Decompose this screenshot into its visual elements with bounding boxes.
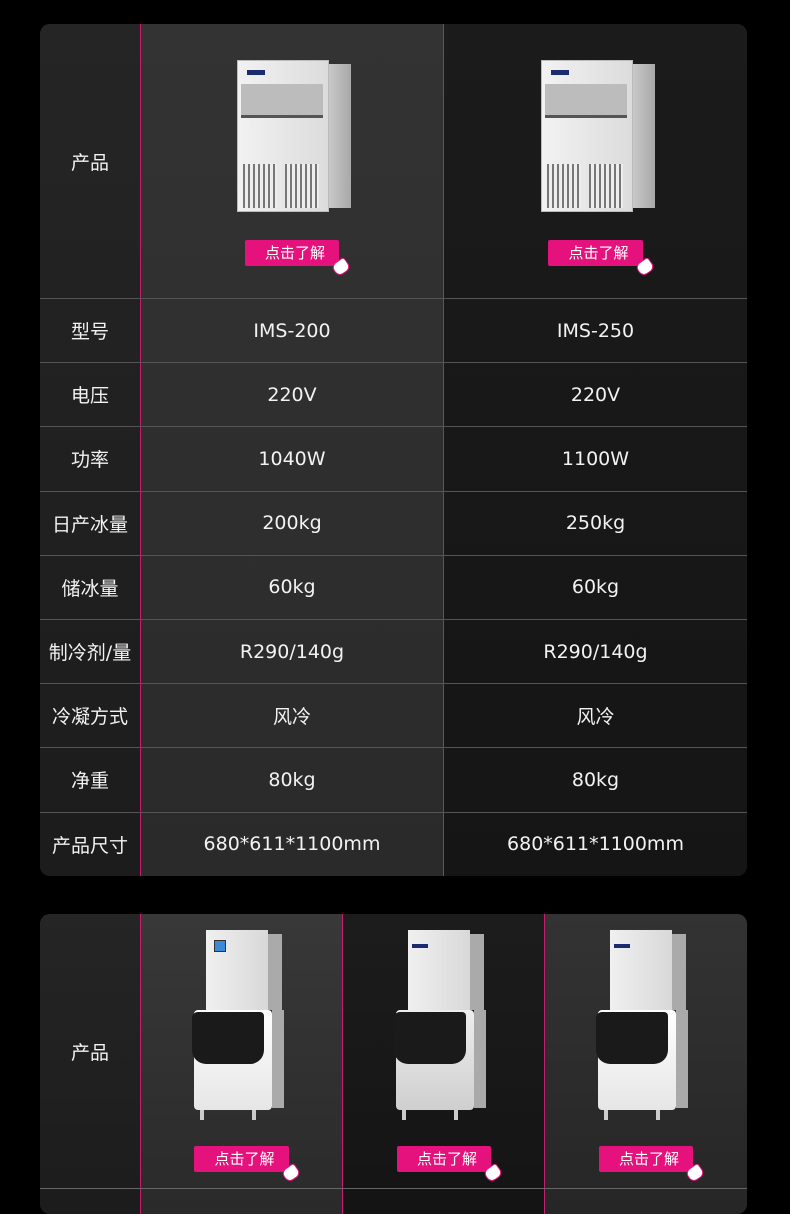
spec-value: IMS-250 <box>556 319 635 342</box>
product-cell: 点击了解 <box>140 56 444 278</box>
spec-value: 200kg <box>262 512 322 535</box>
spec-value: 80kg <box>571 768 620 791</box>
product-image-1[interactable] <box>191 930 292 1120</box>
spec-value: 1100W <box>561 447 630 470</box>
product-image-2[interactable] <box>394 930 494 1120</box>
row-label: 型号 <box>70 321 109 343</box>
spec-value: 1040W <box>258 447 326 470</box>
spec-row: 制冷剂/量 R290/140g R290/140g <box>40 619 747 683</box>
product-image-ims-200[interactable] <box>237 56 351 216</box>
product-cell: 点击了解 <box>444 56 747 278</box>
learn-more-button[interactable]: 点击了解 <box>244 240 352 278</box>
spec-value: 680*611*1100mm <box>203 833 381 856</box>
button-label: 点击了解 <box>264 244 325 262</box>
row-label: 日产冰量 <box>51 513 128 536</box>
product-row: 产品 点击了解 点击了解 <box>40 24 747 298</box>
product-row: 产品 点击了解 点击了解 点击了解 <box>40 914 747 1188</box>
comparison-table-2: 产品 点击了解 点击了解 点击了解 <box>40 914 747 1214</box>
product-cell: 点击了解 <box>343 930 545 1184</box>
product-cell: 点击了解 <box>140 930 343 1184</box>
row-label: 电压 <box>70 385 109 408</box>
spec-value: 风冷 <box>576 706 615 729</box>
row-label: 净重 <box>70 770 109 793</box>
learn-more-button[interactable]: 点击了解 <box>598 1146 706 1184</box>
row-label: 产品 <box>70 151 109 174</box>
hand-pointer-icon <box>330 256 352 278</box>
spec-value: 220V <box>267 383 317 406</box>
spec-value: 80kg <box>268 768 316 791</box>
spec-value: 250kg <box>565 512 626 535</box>
spec-value: 风冷 <box>272 706 311 729</box>
spec-row: 电压 220V 220V <box>40 362 747 426</box>
hand-pointer-icon <box>684 1162 706 1184</box>
product-image-3[interactable] <box>596 930 696 1120</box>
learn-more-button[interactable]: 点击了解 <box>548 240 656 278</box>
row-label: 产品 <box>70 1041 109 1064</box>
button-label: 点击了解 <box>214 1150 275 1168</box>
learn-more-button[interactable]: 点击了解 <box>194 1146 302 1184</box>
spec-value: 60kg <box>571 576 620 599</box>
learn-more-button[interactable]: 点击了解 <box>396 1146 504 1184</box>
hand-pointer-icon <box>279 1162 302 1184</box>
label-column <box>40 914 140 1214</box>
row-label: 制冷剂/量 <box>48 642 132 664</box>
hand-pointer-icon <box>482 1162 504 1184</box>
spec-value: R290/140g <box>543 640 648 663</box>
label-column <box>40 24 140 876</box>
spec-row: 储冰量 60kg 60kg <box>40 554 747 619</box>
spec-row: 冷凝方式 风冷 风冷 <box>40 683 747 747</box>
button-label: 点击了解 <box>416 1150 477 1168</box>
spec-value: 680*611*1100mm <box>507 833 684 856</box>
spec-row: 净重 80kg 80kg <box>40 747 747 811</box>
button-label: 点击了解 <box>568 244 629 262</box>
spec-value: R290/140g <box>239 640 345 663</box>
spec-row: 功率 1040W 1100W <box>40 426 747 490</box>
comparison-table-1: 产品 点击了解 点击了解 型号 IMS-200 IMS-250 电压 220V 2… <box>40 24 747 876</box>
hand-pointer-icon <box>633 256 656 278</box>
row-label: 产品尺寸 <box>51 834 128 857</box>
row-label: 功率 <box>70 449 109 472</box>
product-cell: 点击了解 <box>545 930 747 1184</box>
spec-row <box>40 1188 747 1214</box>
spec-value: 60kg <box>268 576 316 599</box>
spec-row: 型号 IMS-200 IMS-250 <box>40 298 747 362</box>
spec-row: 日产冰量 200kg 250kg <box>40 490 747 555</box>
row-label: 冷凝方式 <box>51 706 128 729</box>
spec-value: 220V <box>570 383 621 406</box>
button-label: 点击了解 <box>618 1150 679 1168</box>
spec-row: 产品尺寸 680*611*1100mm 680*611*1100mm <box>40 811 747 876</box>
product-image-ims-250[interactable] <box>540 56 655 216</box>
spec-value: IMS-200 <box>253 319 331 342</box>
row-label: 储冰量 <box>61 577 119 600</box>
